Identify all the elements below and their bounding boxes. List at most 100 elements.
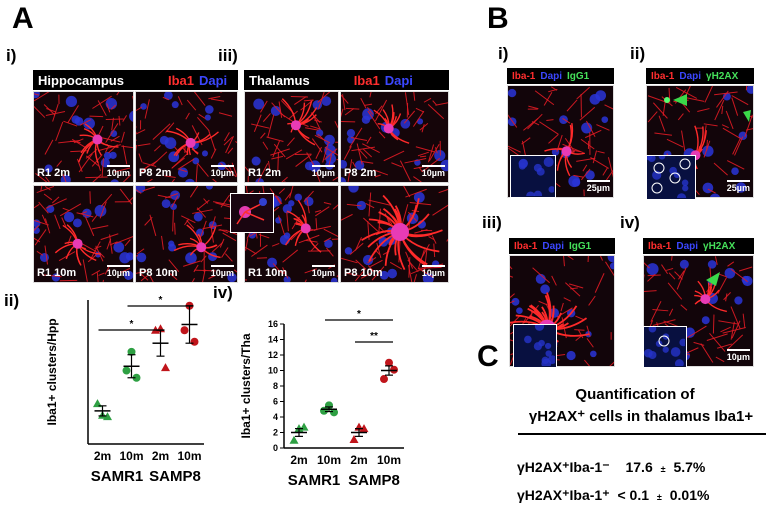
- x-tick-label: 2m: [350, 453, 367, 467]
- micrograph-label: P8 2m: [344, 167, 377, 179]
- quant-row-2: γH2AX⁺Iba-1⁺ < 0.1 ± 0.01%: [517, 487, 710, 503]
- scale-bar: 10µm: [726, 349, 750, 362]
- data-point: [122, 366, 131, 375]
- series-samr1-10m: [320, 401, 338, 417]
- panel-a-iv-label: iv): [213, 283, 233, 302]
- micrograph-label: R1 2m: [248, 167, 282, 179]
- axes: [87, 300, 204, 445]
- x-tick-label: 10m: [317, 453, 341, 467]
- hippocampus-header: Hippocampus Iba1 Dapi: [33, 70, 238, 90]
- panel-a-letter: A: [12, 2, 34, 35]
- group-label: SAMR1: [91, 468, 144, 485]
- scale-bar: 10µm: [421, 265, 445, 278]
- scale-bar: 25µm: [726, 180, 750, 193]
- micrograph-label: R1 10m: [248, 267, 288, 279]
- stain-label: Iba1: [353, 72, 380, 88]
- scale-bar: 10µm: [311, 165, 335, 178]
- micrograph-b-i: 25µm: [507, 85, 614, 198]
- y-tick-label: 8: [273, 381, 278, 391]
- micrograph-tha-r1-2m: R1 2m 10µm: [244, 91, 339, 183]
- scale-bar: 10µm: [106, 265, 130, 278]
- data-point: [103, 412, 112, 421]
- dapi-inset: [645, 152, 696, 203]
- micrograph-hpp-p8-10m: P8 10m 10µm: [135, 185, 238, 283]
- data-point: [132, 373, 141, 382]
- thalamus-header: Thalamus Iba1 Dapi: [244, 70, 449, 90]
- group-label: SAMP8: [149, 468, 201, 485]
- series-samr1-10m: [122, 347, 141, 382]
- x-tick-label: 2m: [290, 453, 307, 467]
- series-samp8-2m: [349, 422, 369, 443]
- scale-bar: 10µm: [210, 165, 234, 178]
- y-tick-label: 14: [268, 335, 278, 345]
- micrograph-label: R1 2m: [37, 167, 71, 179]
- x-tick-label: 2m: [152, 449, 169, 463]
- zoom-inset: [230, 193, 274, 233]
- data-point: [385, 358, 393, 367]
- quant-value: 17.6: [625, 459, 653, 475]
- quant-label: γH2AX⁺Iba-1⁻: [517, 459, 610, 475]
- y-tick-label: 10: [268, 366, 278, 376]
- quant-row-1: γH2AX⁺Iba-1⁻ 17.6 ± 5.7%: [517, 459, 706, 475]
- data-point: [93, 399, 102, 408]
- data-point: [330, 408, 338, 417]
- x-tick-label: 10m: [377, 453, 401, 467]
- series-samp8-10m: [180, 301, 199, 346]
- panel-b-iii-label: iii): [482, 213, 502, 232]
- dapi-inset: [510, 155, 556, 201]
- data-point: [320, 406, 328, 415]
- panel-c-letter: C: [477, 340, 499, 373]
- y-tick-label: 0: [273, 443, 278, 453]
- significance-label: *: [357, 309, 361, 320]
- significance-label: *: [159, 295, 163, 306]
- data-point: [161, 363, 170, 372]
- chart-hpp-iba1-clusters: Iba1+ clusters/Hpp 2m 10m 2m 10m SAMR1 SAMP8 * *: [45, 295, 204, 485]
- micrograph-label: P8 2m: [139, 167, 172, 179]
- micrograph-hpp-p8-2m: P8 2m 10µm: [135, 91, 238, 183]
- panel-b-ii-label: ii): [630, 44, 646, 63]
- data-point: [180, 326, 189, 335]
- micrograph-label: R1 10m: [37, 267, 77, 279]
- arrowhead-icon: [673, 94, 687, 106]
- dapi-inset: [643, 324, 688, 369]
- stain-label: Iba1: [167, 72, 194, 88]
- chart-tha-iba1-clusters: 0 2 4 6 8 10 12 14 16 Iba1+ clusters/Tha 2m 10m 2m 10…: [239, 309, 404, 489]
- scale-bar: 25µm: [586, 180, 610, 193]
- scale-bar: 10µm: [210, 265, 234, 278]
- group-label: SAMP8: [348, 472, 400, 489]
- panel-b-letter: B: [487, 2, 509, 35]
- y-tick-label: 6: [273, 397, 278, 407]
- b-iii-header: Iba-1 Dapi IgG1: [509, 238, 615, 254]
- counterstain-label: Dapi: [384, 72, 413, 88]
- micrograph-tha-p8-2m: P8 2m 10µm: [340, 91, 449, 183]
- significance-label: **: [370, 331, 378, 342]
- y-tick-label: 4: [273, 412, 278, 422]
- data-point: [127, 347, 136, 356]
- scale-bar: 10µm: [421, 165, 445, 178]
- x-tick-label: 10m: [177, 449, 201, 463]
- y-axis-label: Iba1+ clusters/Hpp: [45, 318, 59, 425]
- data-point: [349, 434, 359, 443]
- series-samp8-2m: [151, 324, 170, 372]
- quant-error: 0.01%: [669, 487, 710, 503]
- arrowhead-icon: [743, 110, 751, 122]
- region-label: Thalamus: [249, 72, 310, 88]
- arrowhead-icon: [706, 272, 720, 286]
- panel-b-i-label: i): [498, 44, 509, 63]
- dapi-inset: [513, 321, 557, 369]
- divider: [518, 433, 766, 435]
- y-tick-label: 12: [268, 350, 278, 360]
- scale-bar: 10µm: [106, 165, 130, 178]
- panel-a-ii-label: ii): [4, 291, 20, 310]
- panel-a-i-label: i): [6, 46, 17, 65]
- y-tick-label: 2: [273, 428, 278, 438]
- data-point: [299, 422, 309, 431]
- y-axis-label: Iba1+ clusters/Tha: [239, 333, 253, 438]
- data-point: [289, 435, 299, 444]
- b-ii-header: Iba-1 Dapi γH2AX: [646, 68, 754, 84]
- quant-error: 5.7%: [673, 459, 706, 475]
- y-tick-label: 16: [268, 319, 278, 329]
- micrograph-hpp-r1-10m: R1 10m 10µm: [33, 185, 134, 283]
- series-samr1-2m: [289, 422, 309, 444]
- b-iv-header: Iba-1 Dapi γH2AX: [643, 238, 754, 254]
